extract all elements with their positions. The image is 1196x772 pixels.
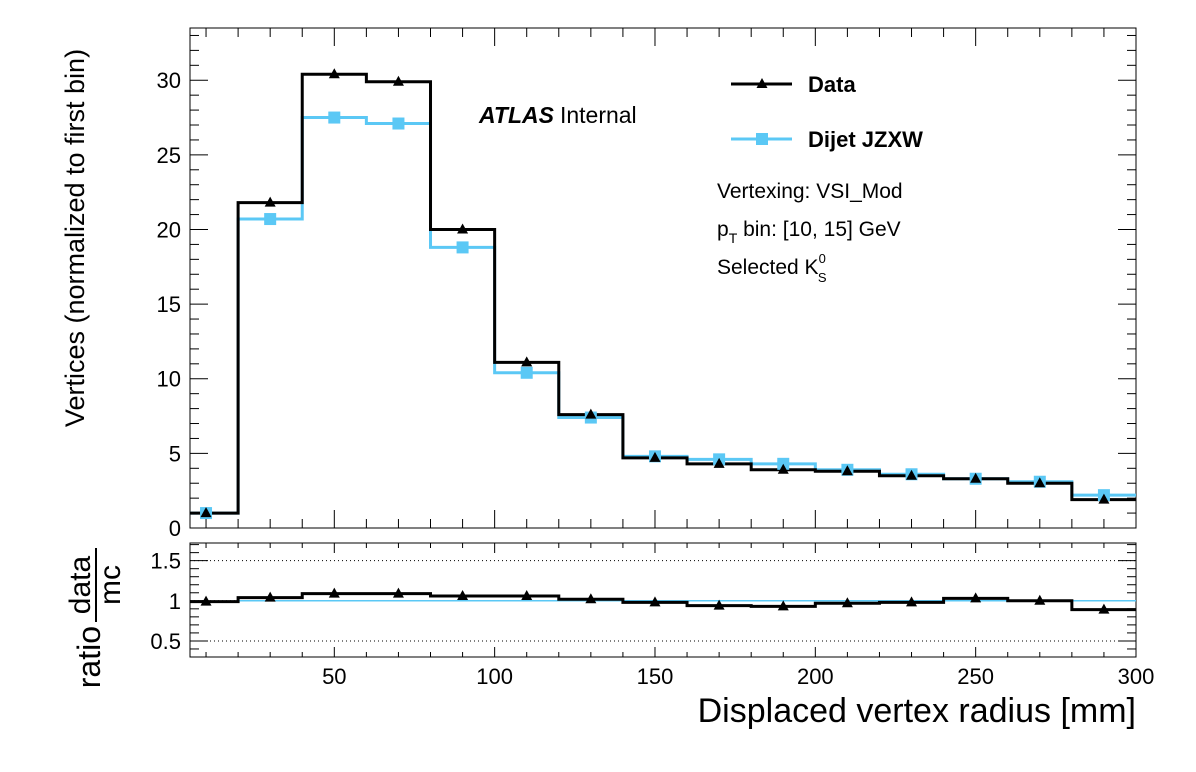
main-panel: 0 5 10 15 20 25 30 Vertices (normalized to fir… — [60, 27, 1137, 541]
ratio-label-numerator: data — [64, 555, 97, 614]
legend-entry-data: Data — [731, 72, 856, 97]
ratio-point — [970, 592, 982, 603]
data-point — [200, 507, 212, 518]
ratio-point — [1098, 603, 1110, 614]
info-text: Vertexing: VSI_Mod pT bin: [10, 15] GeV … — [717, 180, 903, 285]
main-y-ticks: 0 5 10 15 20 25 30 — [157, 34, 1136, 541]
x-ticks: 50 100 150 200 250 300 — [205, 28, 1155, 689]
ratio-point — [521, 589, 533, 600]
ratio-point — [649, 596, 661, 607]
main-y-tick-label: 20 — [157, 217, 181, 242]
legend-data-marker — [756, 78, 768, 88]
main-frame — [189, 27, 1137, 529]
x-tick-label: 250 — [957, 664, 994, 689]
data-point — [777, 463, 789, 474]
data-point — [585, 408, 597, 419]
dijet-point — [328, 111, 341, 124]
ratio-y-tick-label: 1 — [169, 589, 181, 614]
ratio-point — [392, 587, 404, 598]
main-y-tick-label: 25 — [157, 143, 181, 168]
data-point — [328, 68, 340, 79]
main-y-tick-label: 15 — [157, 292, 181, 317]
data-point — [649, 451, 661, 462]
dijet-point — [520, 366, 533, 379]
dijet-point — [456, 241, 469, 254]
main-histograms — [190, 72, 1136, 515]
dijet-histogram-line — [190, 116, 1136, 515]
data-histogram-line — [190, 72, 1136, 515]
legend-entry-dijet: Dijet JZXW — [731, 127, 923, 152]
ratio-frame — [189, 542, 1137, 658]
ratio-y-tick-label: 0.5 — [150, 629, 181, 654]
ratio-point — [264, 591, 276, 602]
ratio-y-ticks: 0.5 1 1.5 — [150, 544, 1136, 654]
ratio-label-prefix: ratio — [71, 626, 107, 688]
ratio-panel: 0.511.5 50 100 150 200 250 300 ratio data mc … — [64, 28, 1154, 730]
main-y-tick-label: 5 — [169, 441, 181, 466]
ratio-point — [457, 589, 469, 600]
data-point — [392, 75, 404, 86]
x-tick-label: 100 — [476, 664, 513, 689]
main-y-tick-label: 30 — [157, 68, 181, 93]
ratio-point — [200, 595, 212, 606]
main-y-tick-label: 10 — [157, 367, 181, 392]
x-tick-label: 50 — [322, 664, 346, 689]
ratio-point — [906, 596, 918, 607]
ratio-point — [585, 593, 597, 604]
selected-label: Selected K0 S — [717, 251, 827, 285]
ratio-point — [713, 599, 725, 610]
data-point — [970, 472, 982, 483]
ratio-y-axis-label: ratio data mc — [64, 548, 127, 688]
dijet-point — [392, 117, 405, 130]
ratio-point — [841, 597, 853, 608]
data-point — [906, 469, 918, 480]
x-tick-label: 300 — [1118, 664, 1155, 689]
data-point — [457, 223, 469, 234]
main-markers — [200, 68, 1110, 520]
atlas-label-bold: ATLAS — [478, 102, 555, 128]
ratio-point — [1034, 594, 1046, 605]
dijet-point — [264, 213, 277, 226]
pt-bin-label: pT bin: [10, 15] GeV — [717, 218, 901, 246]
data-point — [1034, 477, 1046, 488]
x-axis-label: Displaced vertex radius [mm] — [698, 692, 1136, 730]
ratio-label-denominator: mc — [94, 565, 127, 605]
legend-data-label: Data — [808, 72, 856, 97]
legend: Data Dijet JZXW — [731, 72, 923, 152]
vertexing-label: Vertexing: VSI_Mod — [717, 180, 903, 203]
atlas-label: ATLAS Internal — [478, 102, 637, 128]
x-tick-label: 150 — [637, 664, 674, 689]
ratio-markers — [200, 587, 1110, 614]
data-point — [1098, 493, 1110, 504]
legend-dijet-marker — [756, 133, 768, 145]
data-point — [713, 457, 725, 468]
main-y-axis-label: Vertices (normalized to first bin) — [60, 49, 90, 427]
data-point — [521, 356, 533, 367]
ratio-point — [777, 600, 789, 611]
x-tick-label: 200 — [797, 664, 834, 689]
data-point — [264, 196, 276, 207]
atlas-label-suffix: Internal — [560, 102, 637, 128]
ratio-y-tick-label: 1.5 — [150, 549, 181, 574]
ratio-point — [328, 587, 340, 598]
data-point — [841, 465, 853, 476]
legend-dijet-label: Dijet JZXW — [808, 127, 923, 152]
main-y-tick-label: 0 — [169, 516, 181, 541]
